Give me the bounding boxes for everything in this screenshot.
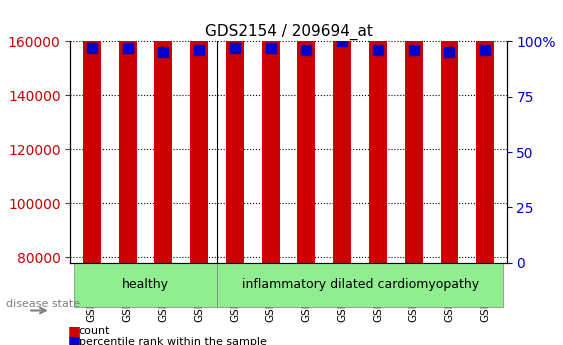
Point [87,45,96,51]
Text: inflammatory dilated cardiomyopathy: inflammatory dilated cardiomyopathy [242,278,479,292]
Point [123,45,132,51]
Text: count: count [79,326,110,336]
Point [338,39,347,44]
Bar [119,0,137,263]
Point [481,48,490,53]
Point [159,50,168,55]
Point [373,48,382,53]
Bar [83,0,101,263]
Point [230,45,239,51]
Bar [405,0,423,263]
Point [409,48,418,53]
Point [195,48,204,53]
Point [266,45,275,51]
Point [302,48,311,53]
Point [445,50,454,55]
Bar [440,0,458,263]
Text: ■: ■ [68,324,81,338]
Bar [262,0,280,263]
Bar [369,1,387,263]
Bar [74,263,217,307]
Title: GDS2154 / 209694_at: GDS2154 / 209694_at [204,24,373,40]
Text: healthy: healthy [122,278,169,292]
Bar [217,263,503,307]
Bar [190,9,208,263]
Bar [226,0,244,263]
Bar [476,0,494,263]
Text: ■: ■ [68,335,81,345]
Bar [333,0,351,263]
Bar [154,0,172,263]
Text: percentile rank within the sample: percentile rank within the sample [79,337,267,345]
Text: disease state: disease state [6,299,80,308]
Bar [297,0,315,263]
